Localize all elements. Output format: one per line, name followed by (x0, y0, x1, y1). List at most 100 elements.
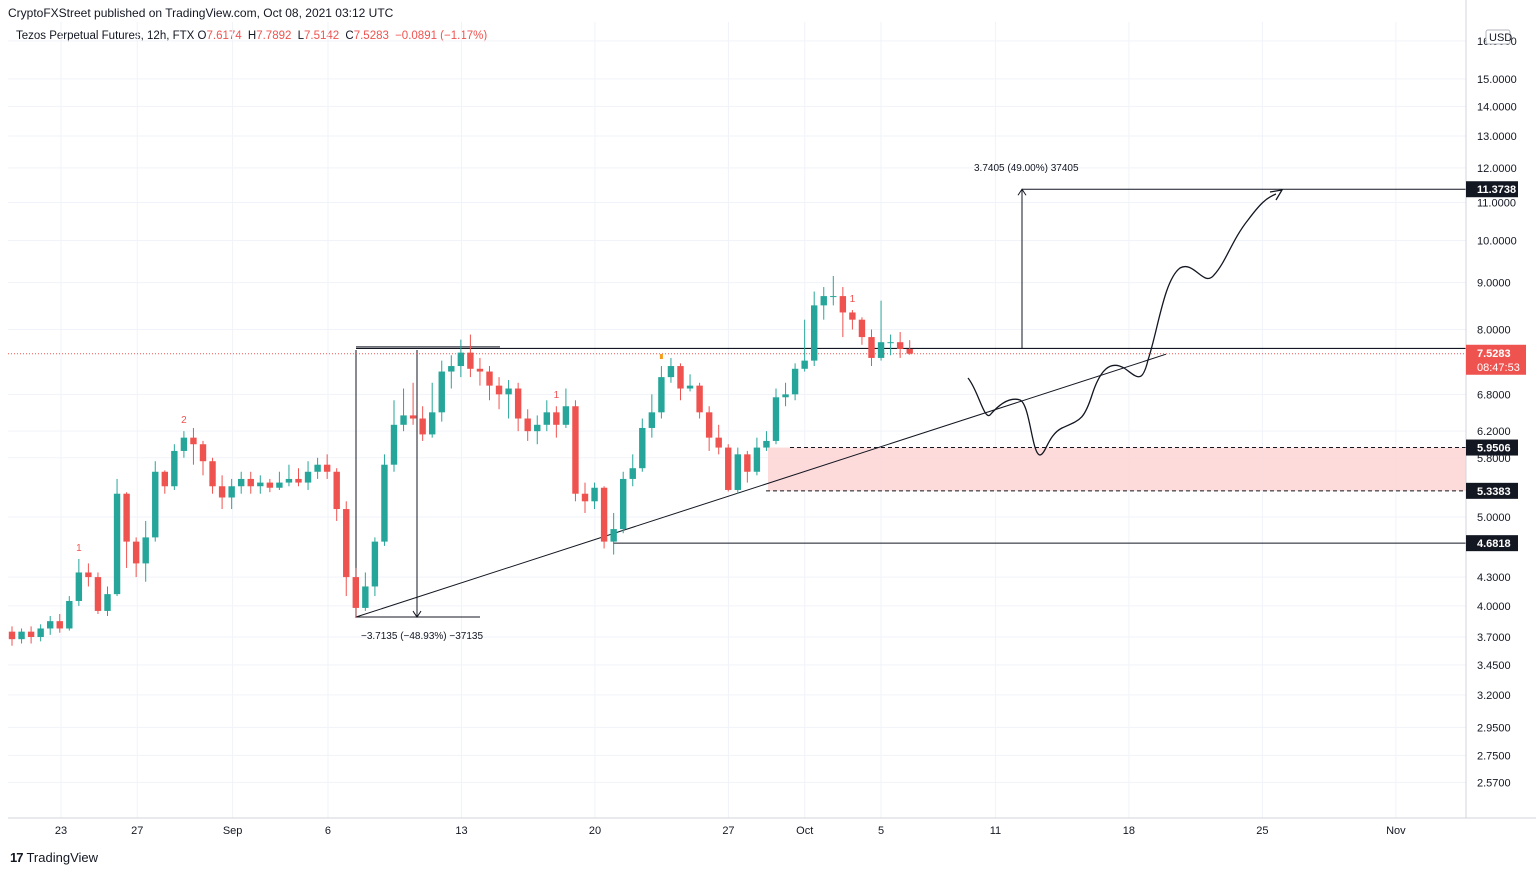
candle-body (276, 482, 283, 488)
level-label-box (1466, 439, 1518, 456)
candle (830, 275, 837, 306)
candle (75, 558, 83, 606)
candle-body (27, 631, 35, 638)
candle (409, 382, 417, 425)
candle (314, 457, 321, 479)
td-label: 1 (850, 294, 856, 305)
candle (238, 471, 245, 494)
candle-body (906, 348, 913, 354)
currency-box (1485, 29, 1511, 45)
candle (199, 440, 207, 476)
y-tick-label: 4.3000 (1477, 572, 1511, 584)
candle-body (505, 388, 512, 395)
candle-body (47, 621, 54, 629)
brand-name: TradingView (26, 850, 99, 865)
x-tick-label: 6 (325, 825, 331, 837)
candle (85, 563, 92, 587)
tradingview-logo-icon: 17 (10, 850, 24, 865)
candle (209, 457, 216, 494)
candle-body (400, 415, 407, 425)
candle (524, 409, 531, 441)
level-label-box (1466, 535, 1518, 552)
candle (629, 454, 636, 487)
candle (276, 471, 283, 490)
candle-body (514, 388, 522, 419)
candle-body (686, 385, 694, 389)
candle-body (620, 478, 627, 530)
y-tick-label: 8.0000 (1477, 325, 1511, 337)
candle-body (180, 437, 188, 451)
candle-body (658, 377, 665, 413)
candle-body (801, 360, 808, 369)
y-tick-label: 3.7000 (1477, 632, 1511, 644)
candle-body (772, 397, 780, 441)
candle-body (304, 471, 312, 483)
y-tick-label: 9.0000 (1477, 278, 1511, 290)
candle (858, 317, 866, 345)
candle-body (314, 464, 321, 472)
candle (772, 388, 780, 445)
y-tick-label: 2.7500 (1477, 750, 1511, 762)
candle-body (543, 412, 550, 425)
candle (323, 454, 331, 479)
candle (228, 478, 235, 510)
candle-body (486, 371, 493, 386)
x-tick-label: Nov (1386, 825, 1406, 837)
candle-body (142, 537, 149, 564)
candle (705, 406, 713, 451)
candle (161, 470, 168, 494)
tradingview-brand[interactable]: 17 TradingView (10, 850, 98, 865)
y-tick-label: 15.0000 (1477, 74, 1517, 86)
candle-body (553, 412, 560, 425)
close-value: 7.5283 (353, 30, 389, 42)
projected-path (967, 193, 1277, 456)
x-tick-label: 13 (455, 825, 467, 837)
candle-body (591, 487, 598, 502)
candle (266, 478, 274, 493)
candle (37, 624, 44, 642)
candle-body (228, 486, 235, 498)
y-tick-label: 6.2000 (1477, 426, 1511, 438)
candle (534, 415, 541, 445)
candle (94, 572, 102, 614)
candle (839, 287, 847, 338)
close-label: C (345, 30, 354, 42)
y-tick-label: 3.4500 (1477, 660, 1511, 672)
candle (505, 379, 512, 419)
candle (47, 616, 54, 635)
candle (486, 366, 493, 401)
candle (8, 626, 16, 646)
candle-body (438, 371, 445, 413)
candle (572, 400, 579, 502)
axes: 2.5700 2.7500 2.9500 3.2000 3.4500 3.7000 4.00… (8, 0, 1536, 837)
x-tick-label: 5 (878, 825, 884, 837)
candle (639, 418, 646, 472)
candle-body (429, 412, 436, 435)
candle-body (495, 385, 503, 395)
candle-body (37, 628, 44, 638)
candle-body (753, 447, 761, 472)
candle-body (218, 486, 226, 498)
candle (66, 596, 73, 631)
change-value: −0.0891 (−1.17%) (395, 30, 488, 42)
measure-down-label: −3.7135 (−48.93%) −37135 (361, 631, 483, 642)
ascending-trendline (355, 353, 1167, 618)
candle-body (75, 572, 83, 601)
candle-body (524, 418, 531, 432)
candle-body (629, 468, 636, 479)
candle (820, 287, 827, 320)
candle (448, 355, 455, 389)
candle (352, 567, 359, 619)
candle-body (238, 478, 245, 487)
x-tick-label: 27 (131, 825, 143, 837)
candle (677, 363, 684, 401)
level-label-box (1466, 482, 1518, 499)
x-tick-label: Sep (223, 825, 243, 837)
candle-body (476, 368, 484, 372)
candle-body (667, 366, 675, 378)
candle (495, 377, 503, 410)
x-tick-label: 11 (990, 825, 1001, 837)
x-tick-label: 20 (589, 825, 601, 837)
candle (514, 382, 522, 432)
